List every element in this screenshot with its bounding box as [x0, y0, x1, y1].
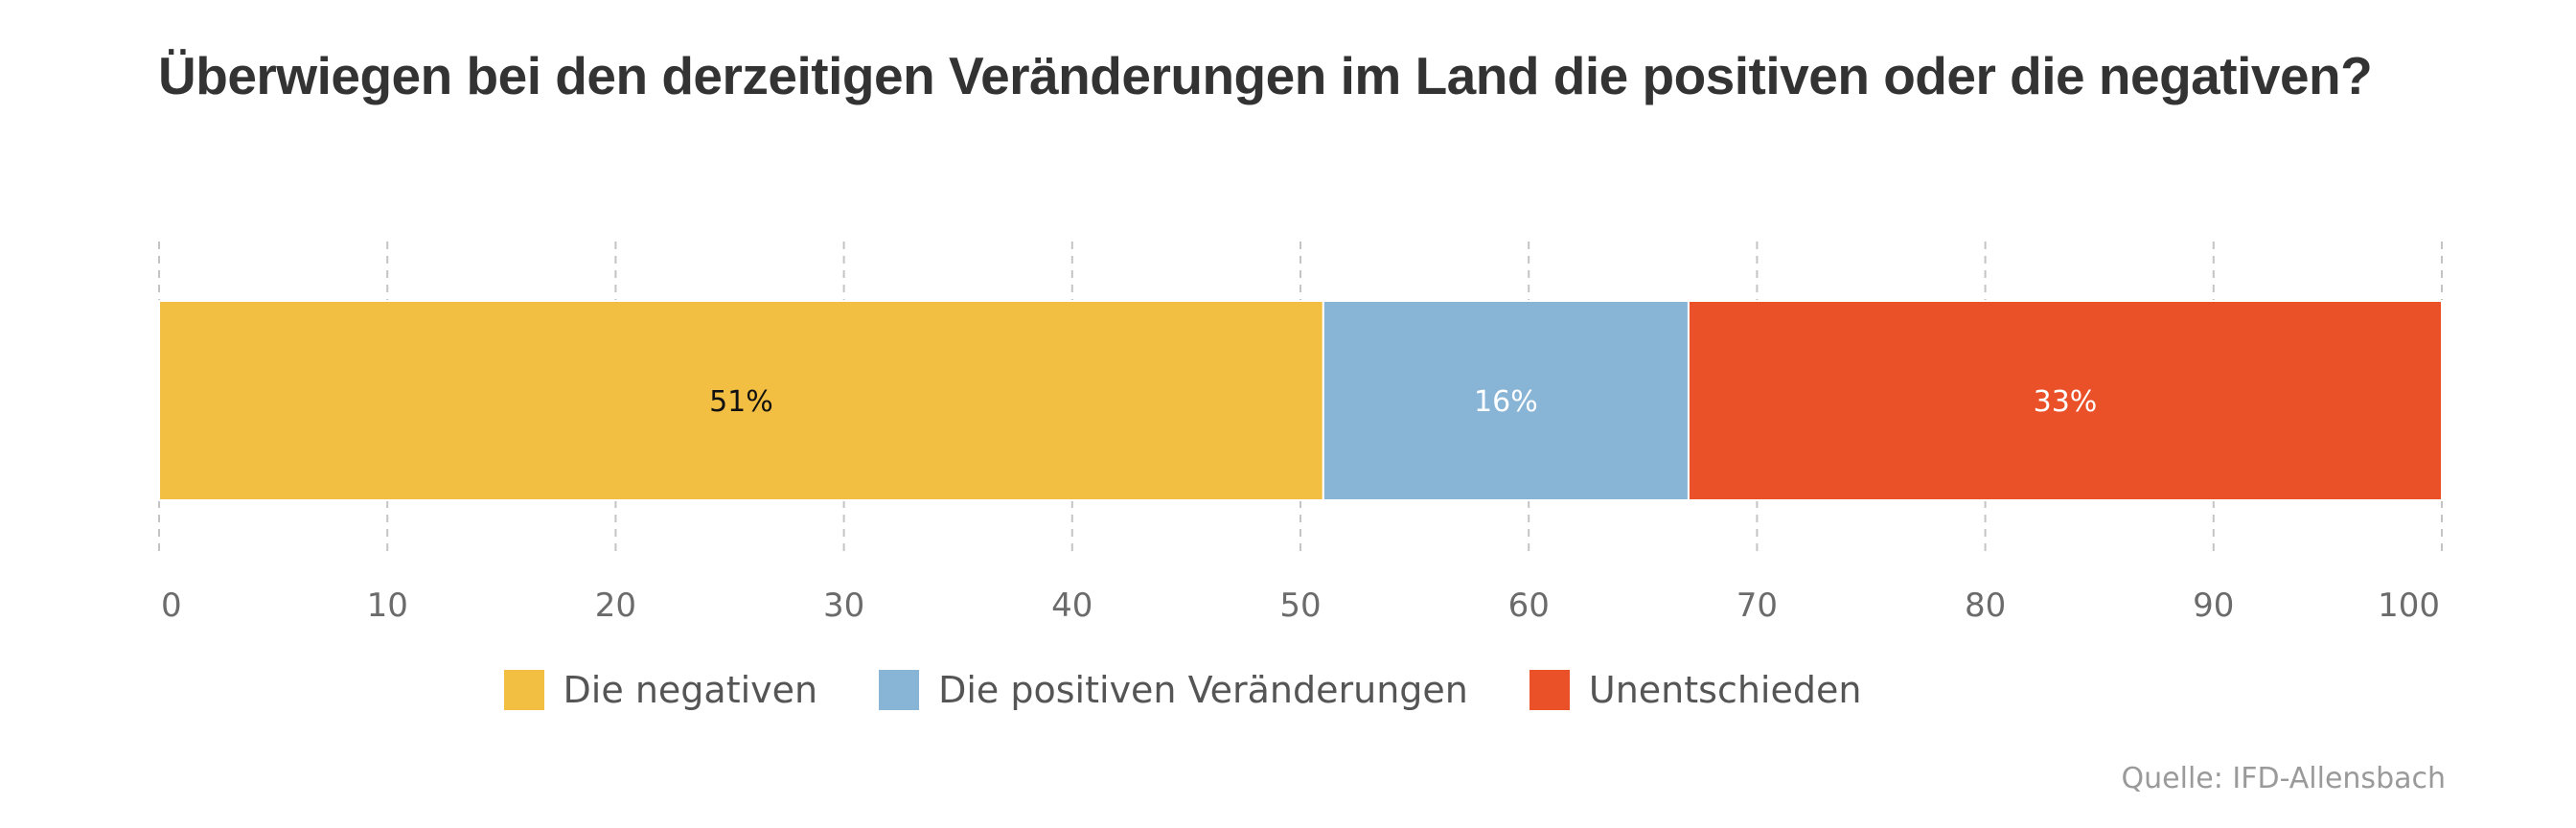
x-tick-label: 50 [1279, 586, 1321, 625]
legend-label: Die positiven Veränderungen [938, 669, 1468, 711]
bar-segment [158, 300, 1324, 501]
legend-swatch [1529, 670, 1570, 710]
bar-label: 16% [1474, 385, 1538, 419]
x-axis-ticks: 0 10 20 30 40 50 60 70 80 90 100 [161, 586, 2440, 625]
x-tick-label: 90 [2193, 586, 2234, 625]
x-tick-label: 0 [161, 586, 182, 625]
legend-label: Unentschieden [1588, 669, 1862, 711]
legend-swatch [503, 670, 544, 710]
bar-segment [1322, 300, 1690, 501]
chart-title: Überwiegen bei den derzeitigen Veränderu… [158, 46, 2373, 105]
gridlines [158, 242, 2443, 556]
legend-item: Unentschieden [1529, 669, 1862, 711]
x-tick-label: 70 [1736, 586, 1778, 625]
bar-labels: 51% 16% 33% [709, 385, 2097, 419]
bar-label: 33% [2034, 385, 2098, 419]
bar-segment [1687, 300, 2443, 501]
x-tick-label: 80 [1965, 586, 2006, 625]
source-note: Quelle: IFD-Allensbach [2121, 762, 2446, 795]
legend-swatch [879, 670, 920, 710]
x-tick-label: 20 [595, 586, 636, 625]
x-tick-label: 10 [367, 586, 408, 625]
x-tick-label: 100 [2378, 586, 2440, 625]
legend-item: Die negativen [503, 669, 818, 711]
legend-label: Die negativen [563, 669, 818, 711]
x-tick-label: 60 [1508, 586, 1550, 625]
x-tick-label: 40 [1051, 586, 1092, 625]
legend: Die negativen Die positiven Veränderungen… [0, 669, 2471, 711]
legend-item: Die positiven Veränderungen [879, 669, 1468, 711]
x-tick-label: 30 [823, 586, 864, 625]
bar-label: 51% [709, 385, 773, 419]
bars [158, 300, 2443, 501]
